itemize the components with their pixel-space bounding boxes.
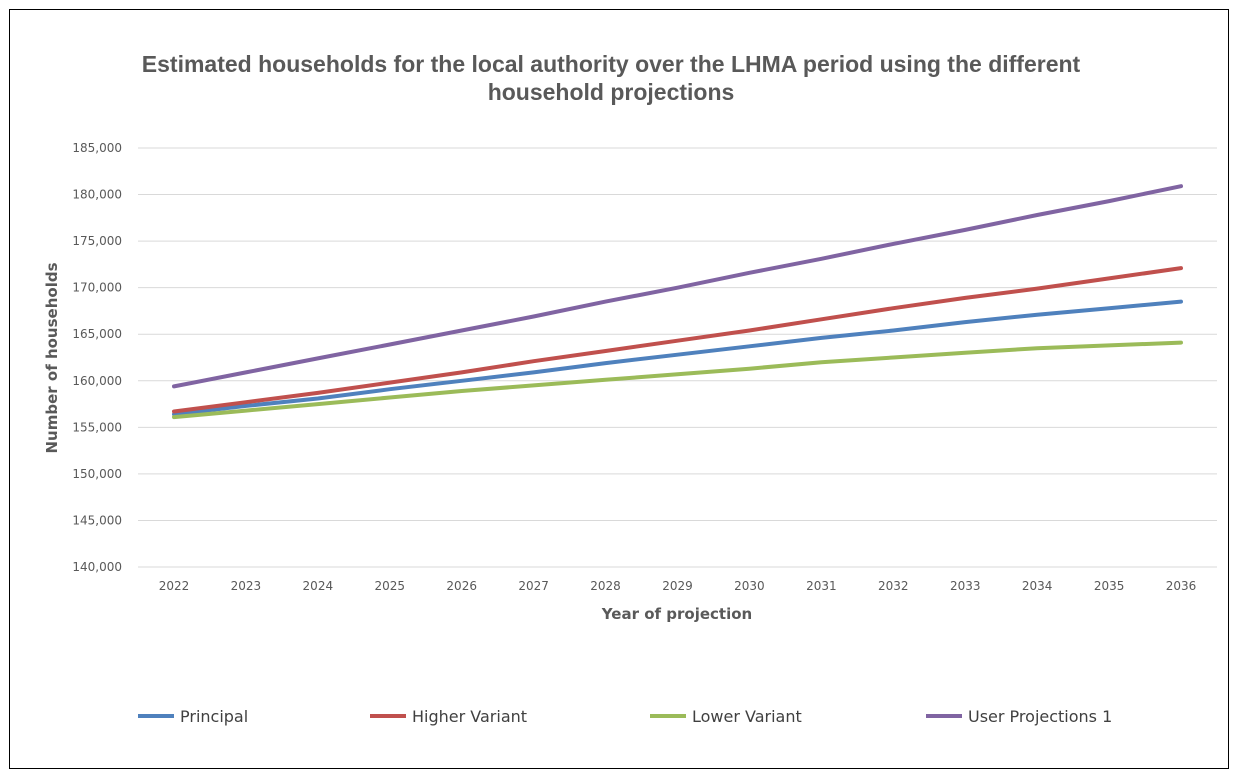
y-tick-label: 140,000 — [72, 560, 122, 574]
y-tick-label: 165,000 — [72, 327, 122, 341]
x-axis-ticks: 2022 2023 2024 2025 2026 2027 2028 2029 2030 2031… — [159, 579, 1197, 593]
series-line-principal — [172, 299, 1183, 417]
y-tick-label: 175,000 — [72, 234, 122, 248]
legend-label: Principal — [180, 707, 248, 726]
x-axis-label: Year of projection — [601, 605, 752, 623]
legend-item-lower-variant: Lower Variant — [650, 707, 802, 726]
x-tick-label: 2024 — [303, 579, 334, 593]
legend-item-user-projections-1: User Projections 1 — [926, 707, 1112, 726]
x-tick-label: 2026 — [446, 579, 477, 593]
x-tick-label: 2023 — [231, 579, 262, 593]
y-axis-label: Number of households — [43, 262, 61, 453]
x-tick-label: 2031 — [806, 579, 837, 593]
x-tick-label: 2025 — [374, 579, 405, 593]
x-tick-label: 2034 — [1022, 579, 1053, 593]
legend-item-higher-variant: Higher Variant — [370, 707, 527, 726]
y-tick-label: 185,000 — [72, 141, 122, 155]
series-line-lower-variant — [172, 340, 1183, 420]
legend-label: Lower Variant — [692, 707, 802, 726]
x-tick-label: 2033 — [950, 579, 981, 593]
x-tick-label: 2030 — [734, 579, 765, 593]
x-tick-label: 2027 — [518, 579, 549, 593]
chart-frame — [9, 9, 1229, 769]
y-tick-label: 160,000 — [72, 374, 122, 388]
chart-title-line-1: Estimated households for the local autho… — [142, 51, 1081, 77]
series-lines — [172, 184, 1183, 420]
legend-item-principal: Principal — [138, 707, 248, 726]
series-line-user-projections-1 — [172, 184, 1183, 389]
legend-label: User Projections 1 — [968, 707, 1112, 726]
chart-title-line-2: household projections — [488, 79, 735, 105]
y-tick-label: 170,000 — [72, 281, 122, 295]
legend: Principal Higher Variant Lower Variant User… — [138, 707, 1112, 726]
x-tick-label: 2035 — [1094, 579, 1125, 593]
y-tick-label: 155,000 — [72, 420, 122, 434]
x-tick-label: 2028 — [590, 579, 621, 593]
y-tick-label: 145,000 — [72, 513, 122, 527]
series-line-higher-variant — [172, 266, 1183, 414]
x-tick-label: 2032 — [878, 579, 909, 593]
legend-label: Higher Variant — [412, 707, 527, 726]
x-tick-label: 2029 — [662, 579, 693, 593]
x-tick-label: 2036 — [1166, 579, 1197, 593]
y-axis-ticks: 140,000 145,000 150,000 155,000 160,000 165,0… — [72, 141, 122, 574]
y-tick-label: 150,000 — [72, 467, 122, 481]
x-tick-label: 2022 — [159, 579, 190, 593]
y-tick-label: 180,000 — [72, 188, 122, 202]
chart-title: Estimated households for the local autho… — [142, 51, 1081, 105]
